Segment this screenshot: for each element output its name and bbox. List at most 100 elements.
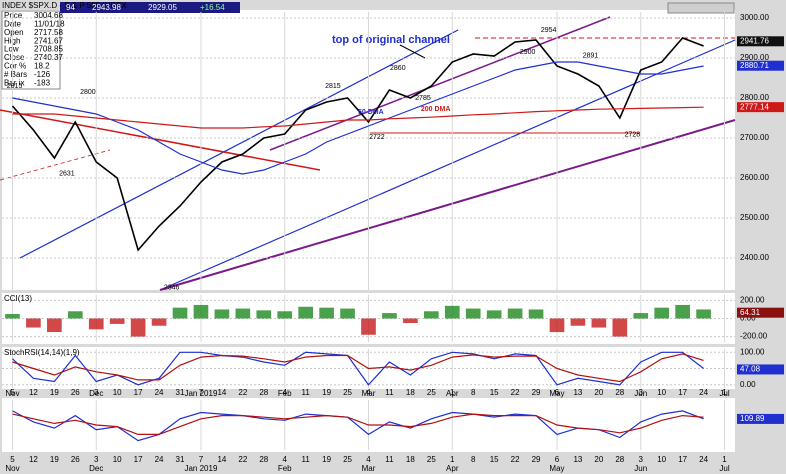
x-month-label: Nov — [5, 464, 19, 473]
x-tick-label: 3 — [94, 455, 99, 464]
price-label: 2722 — [369, 134, 385, 141]
x-month-label: Jul — [719, 389, 729, 398]
bar — [47, 318, 62, 333]
x-tick-label: 1 — [450, 455, 455, 464]
info-value: 2717.58 — [34, 28, 63, 37]
price-label: 2900 — [520, 49, 536, 56]
x-tick-label: 10 — [657, 388, 666, 397]
value-tag — [737, 60, 784, 71]
x-tick-label: 25 — [343, 455, 352, 464]
x-tick-label: 8 — [471, 455, 476, 464]
bar — [465, 308, 481, 319]
x-tick-label: 29 — [532, 388, 541, 397]
trend-line — [0, 149, 111, 181]
x-month-label: Apr — [446, 389, 459, 398]
x-tick-label: 22 — [511, 388, 520, 397]
x-month-label: Jan 2019 — [184, 464, 217, 473]
header-value: 2943.98 — [92, 3, 121, 12]
trend-line — [0, 109, 321, 171]
x-tick-label: 17 — [134, 388, 143, 397]
x-tick-label: 24 — [155, 455, 164, 464]
annotation-arrow — [399, 44, 426, 59]
price-label: 2785 — [415, 95, 431, 102]
x-tick-label: 5 — [10, 388, 15, 397]
x-tick-label: 17 — [678, 455, 687, 464]
bar — [26, 318, 41, 328]
bar — [633, 313, 649, 319]
x-tick-label: 24 — [155, 388, 164, 397]
y-tick-label: 2500.00 — [740, 213, 769, 222]
x-tick-label: 25 — [343, 388, 352, 397]
x-tick-label: 22 — [238, 388, 247, 397]
panel-title: StochRSI(14,14)(1,9) — [4, 348, 80, 357]
x-tick-label: 8 — [471, 388, 476, 397]
channel-line — [269, 16, 611, 151]
bar — [235, 308, 251, 319]
bar — [403, 318, 418, 324]
series-line — [12, 351, 704, 386]
trend-lines — [0, 16, 736, 291]
price-label: 2815 — [7, 83, 23, 90]
info-value: 2741.67 — [34, 36, 63, 45]
title-bar — [60, 2, 240, 13]
x-month-label: Jun — [634, 389, 647, 398]
x-tick-label: 28 — [259, 388, 268, 397]
x-tick-label: 29 — [532, 455, 541, 464]
x-tick-label: 19 — [322, 455, 331, 464]
annotation: top of original channel — [332, 34, 450, 46]
series-line — [12, 353, 704, 383]
info-value: 2740.37 — [34, 53, 63, 62]
value-tag-label: 2880.71 — [740, 61, 769, 70]
header-value: 2929.05 — [148, 3, 177, 12]
x-tick-label: 6 — [555, 455, 560, 464]
bar — [298, 306, 314, 319]
x-tick-label: 10 — [113, 388, 122, 397]
y-tick-label: 0.00 — [740, 380, 756, 389]
x-tick-label: 19 — [50, 455, 59, 464]
bar — [423, 311, 439, 319]
x-tick-label: 28 — [615, 455, 624, 464]
x-tick-label: 28 — [259, 455, 268, 464]
x-month-label: May — [549, 389, 564, 398]
y-tick-label: -200.00 — [740, 332, 768, 341]
x-tick-label: 1 — [450, 388, 455, 397]
x-tick-label: 11 — [385, 455, 394, 464]
bar — [486, 310, 502, 319]
info-label: Open — [4, 28, 24, 37]
x-tick-label: 20 — [594, 455, 603, 464]
price-label: 2346 — [164, 284, 180, 291]
x-tick-label: 19 — [50, 388, 59, 397]
x-tick-label: 4 — [283, 455, 288, 464]
series-line — [12, 106, 704, 129]
x-month-label: Nov — [5, 389, 19, 398]
value-tag-label: 2941.76 — [740, 36, 769, 45]
x-tick-label: 14 — [217, 455, 226, 464]
x-month-label: Jun — [634, 464, 647, 473]
x-tick-label: 19 — [322, 388, 331, 397]
series-label: 200 DMA — [421, 106, 451, 113]
price-label: 2815 — [325, 83, 341, 90]
bar — [654, 307, 670, 319]
x-month-label: May — [549, 464, 564, 473]
bar — [528, 309, 544, 319]
bar — [172, 307, 188, 319]
x-tick-label: 7 — [199, 455, 204, 464]
x-tick-label: 14 — [217, 388, 226, 397]
bar — [570, 318, 586, 326]
x-tick-label: 15 — [490, 455, 499, 464]
info-label: Bar ix — [4, 78, 24, 87]
price-label: 2954 — [541, 27, 557, 34]
info-value: 11/01/18 — [34, 20, 65, 29]
x-tick-label: 17 — [678, 388, 687, 397]
bar — [591, 318, 607, 328]
channel-line — [159, 39, 736, 291]
channel-line — [19, 29, 459, 259]
bar — [193, 304, 209, 319]
y-tick-label: 2700.00 — [740, 133, 769, 142]
value-tag — [737, 307, 784, 318]
value-tag-label: 109.89 — [740, 414, 765, 423]
bar — [507, 308, 523, 319]
value-tag-label: 47.08 — [740, 365, 761, 374]
x-tick-label: 10 — [657, 455, 666, 464]
info-label: Cor % — [4, 62, 26, 71]
